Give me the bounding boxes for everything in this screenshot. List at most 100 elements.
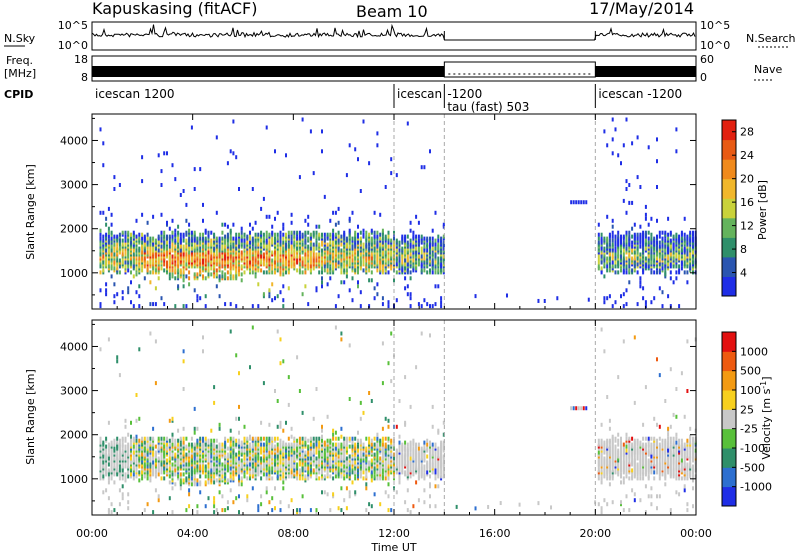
echo-cell bbox=[365, 474, 367, 478]
echo-cell bbox=[130, 270, 132, 274]
echo-cell bbox=[230, 443, 232, 447]
echo-cell bbox=[620, 161, 622, 165]
echo-cell bbox=[357, 284, 359, 288]
echo-cell bbox=[603, 262, 605, 266]
echo-cell bbox=[249, 435, 251, 439]
echo-cell bbox=[388, 231, 390, 235]
echo-cell bbox=[230, 474, 232, 478]
echo-cell bbox=[293, 241, 295, 245]
echo-cell bbox=[280, 455, 282, 459]
echo-cell bbox=[152, 461, 154, 465]
echo-cell bbox=[418, 235, 420, 239]
echo-cell bbox=[374, 286, 376, 290]
echo-cell bbox=[100, 302, 102, 306]
echo-cell bbox=[349, 445, 351, 449]
echo-cell bbox=[271, 282, 273, 286]
echo-cell bbox=[235, 353, 237, 357]
echo-cell bbox=[296, 255, 298, 259]
echo-cell bbox=[208, 480, 210, 484]
echo-cell bbox=[601, 266, 603, 270]
echo-cell bbox=[169, 227, 171, 231]
echo-cell bbox=[161, 169, 163, 173]
echo-cell bbox=[631, 227, 633, 231]
echo-cell bbox=[141, 268, 143, 272]
echo-cell bbox=[144, 474, 146, 478]
echo-cell bbox=[196, 510, 198, 514]
echo-cell bbox=[299, 268, 301, 272]
echo-cell bbox=[332, 437, 334, 441]
echo-cell bbox=[329, 266, 331, 270]
echo-cell bbox=[332, 233, 334, 237]
echo-cell bbox=[252, 304, 254, 308]
echo-cell bbox=[238, 474, 240, 478]
echo-cell bbox=[388, 304, 390, 308]
echo-cell bbox=[255, 468, 257, 472]
echo-cell bbox=[213, 480, 215, 484]
echo-cell bbox=[147, 251, 149, 255]
echo-cell bbox=[612, 137, 614, 141]
echo-cell bbox=[219, 294, 221, 298]
echo-cell bbox=[280, 421, 282, 425]
echo-cell bbox=[321, 241, 323, 245]
echo-cell bbox=[130, 439, 132, 443]
echo-cell bbox=[626, 179, 628, 183]
echo-cell bbox=[161, 183, 163, 187]
echo-cell bbox=[343, 231, 345, 235]
echo-cell bbox=[180, 443, 182, 447]
echo-cell bbox=[252, 247, 254, 251]
echo-cell bbox=[125, 419, 127, 423]
echo-cell bbox=[296, 259, 298, 263]
echo-cell bbox=[316, 286, 318, 290]
y-tick-label: 2000 bbox=[60, 223, 88, 236]
echo-cell bbox=[615, 300, 617, 304]
echo-cell bbox=[136, 290, 138, 294]
echo-cell bbox=[210, 231, 212, 235]
echo-cell bbox=[415, 235, 417, 239]
echo-cell bbox=[136, 474, 138, 478]
echo-cell bbox=[291, 427, 293, 431]
echo-cell bbox=[363, 467, 365, 471]
echo-cell bbox=[152, 443, 154, 447]
echo-cell bbox=[274, 486, 276, 490]
echo-cell bbox=[280, 337, 282, 341]
echo-cell bbox=[360, 237, 362, 241]
echo-cell bbox=[288, 403, 290, 407]
echo-cell bbox=[230, 229, 232, 233]
echo-cell bbox=[174, 453, 176, 457]
echo-cell bbox=[360, 401, 362, 405]
echo-cell bbox=[556, 296, 558, 300]
echo-cell bbox=[656, 185, 658, 189]
echo-cell bbox=[302, 437, 304, 441]
echo-cell bbox=[172, 231, 174, 235]
echo-cell bbox=[266, 472, 268, 476]
echo-cell bbox=[623, 257, 625, 261]
echo-cell bbox=[612, 219, 614, 223]
colorbar-swatch bbox=[722, 198, 736, 218]
echo-cell bbox=[127, 443, 129, 447]
echo-cell bbox=[296, 355, 298, 359]
echo-cell bbox=[307, 451, 309, 455]
echo-cell bbox=[578, 200, 580, 204]
echo-cell bbox=[227, 225, 229, 229]
echo-cell bbox=[238, 457, 240, 461]
echo-cell bbox=[285, 261, 287, 265]
echo-cell bbox=[410, 292, 412, 296]
echo-cell bbox=[202, 445, 204, 449]
echo-cell bbox=[612, 255, 614, 259]
echo-cell bbox=[266, 235, 268, 239]
echo-cell bbox=[277, 330, 279, 334]
echo-cell bbox=[271, 270, 273, 274]
echo-cell bbox=[172, 437, 174, 441]
echo-cell bbox=[194, 167, 196, 171]
echo-cell bbox=[144, 437, 146, 441]
echo-cell bbox=[299, 476, 301, 480]
echo-cell bbox=[161, 470, 163, 474]
echo-cell bbox=[122, 259, 124, 263]
echo-cell bbox=[133, 304, 135, 308]
echo-cell bbox=[191, 437, 193, 441]
echo-cell bbox=[213, 401, 215, 405]
echo-cell bbox=[268, 241, 270, 245]
echo-cell bbox=[216, 445, 218, 449]
echo-cell bbox=[396, 270, 398, 274]
